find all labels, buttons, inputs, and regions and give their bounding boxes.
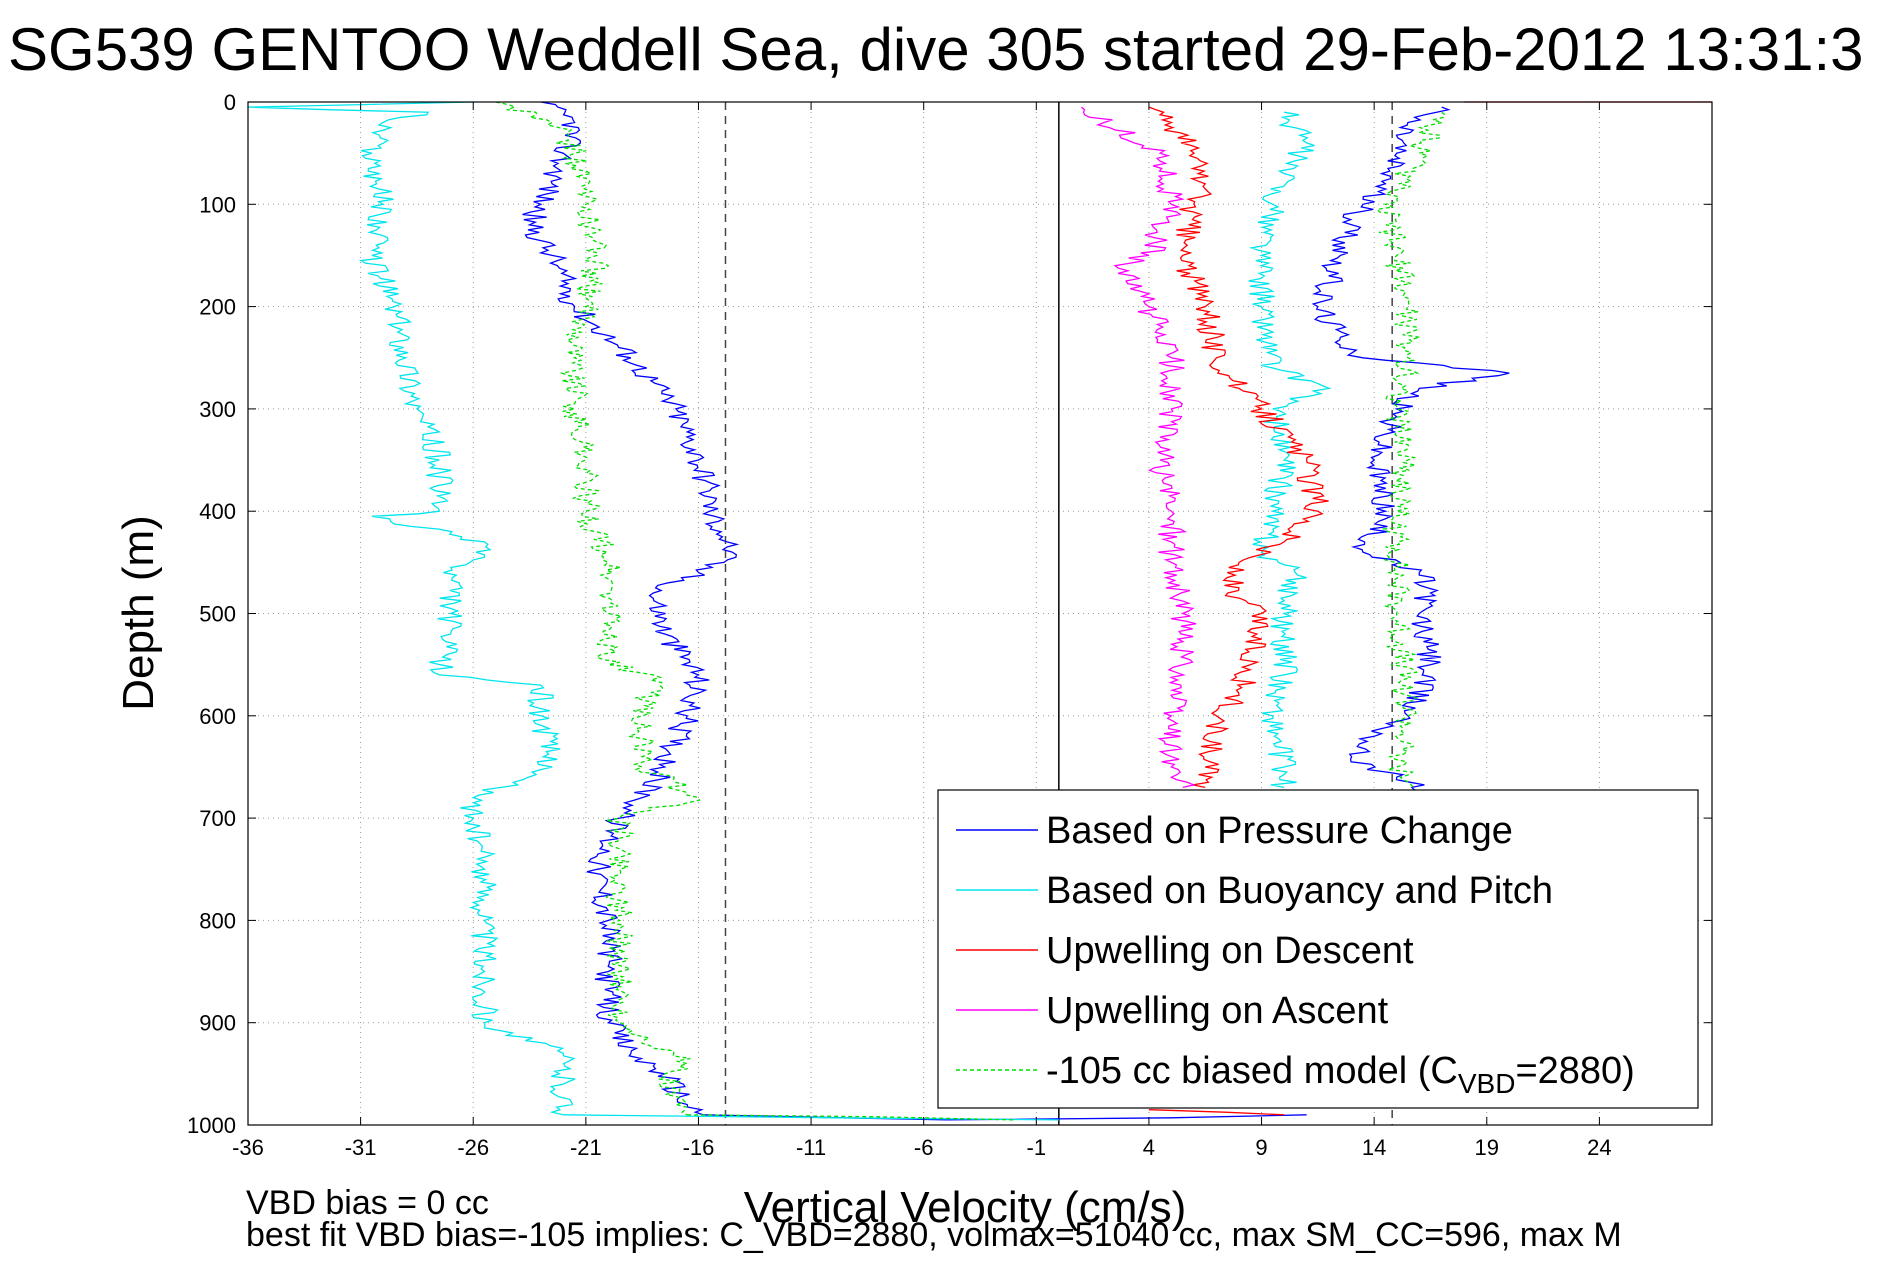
x-tick-label: -16 [683, 1135, 715, 1160]
series-line-0 [702, 1114, 1307, 1121]
series-line-1 [247, 101, 576, 1116]
y-tick-label: 200 [199, 295, 236, 320]
footer-annotation-1: VBD bias = 0 cc [246, 1184, 489, 1222]
y-tick-label: 400 [199, 499, 236, 524]
y-tick-label: 1000 [187, 1113, 236, 1138]
chart-title: SG539 GENTOO Weddell Sea, dive 305 start… [8, 16, 1864, 83]
y-tick-label: 300 [199, 397, 236, 422]
legend-box [937, 789, 1699, 1109]
y-tick-label: 0 [224, 90, 236, 115]
x-tick-label: -36 [232, 1135, 264, 1160]
series-line-2 [1148, 106, 1329, 789]
x-tick-label: 19 [1475, 1135, 1499, 1160]
x-tick-label: -31 [345, 1135, 377, 1160]
series-line-3 [1080, 106, 1197, 789]
series-line-2 [1148, 1109, 1285, 1116]
y-axis-label: Depth (m) [114, 515, 163, 711]
x-tick-label: 14 [1362, 1135, 1386, 1160]
legend-entry-label: Based on Buoyancy and Pitch [1046, 870, 1553, 912]
y-tick-label: 700 [199, 806, 236, 831]
footer-annotation-2: best fit VBD bias=-105 implies: C_VBD=28… [246, 1216, 1622, 1254]
y-tick-label: 900 [199, 1011, 236, 1036]
legend-entry-label: -105 cc biased model (CVBD=2880) [1046, 1050, 1635, 1099]
series-line-4 [495, 101, 701, 1116]
series-line-0 [522, 101, 740, 1116]
series-line-0 [1311, 106, 1510, 799]
x-axis-label: Vertical Velocity (cm/s) [744, 1183, 1187, 1232]
y-tick-label: 600 [199, 704, 236, 729]
legend-entry-label: Based on Pressure Change [1046, 810, 1513, 852]
x-tick-label: 24 [1587, 1135, 1611, 1160]
legend-entry-label: Upwelling on Descent [1046, 930, 1414, 972]
y-tick-label: 500 [199, 602, 236, 627]
x-tick-label: -11 [796, 1135, 826, 1160]
x-tick-label: -21 [570, 1135, 602, 1160]
x-tick-label: 4 [1143, 1135, 1155, 1160]
series-line-4 [687, 1114, 1014, 1121]
x-tick-label: -6 [914, 1135, 934, 1160]
legend-entry-label: Upwelling on Ascent [1046, 990, 1389, 1032]
x-tick-label: 9 [1255, 1135, 1267, 1160]
x-tick-label: -1 [1027, 1135, 1047, 1160]
x-tick-label: -26 [457, 1135, 489, 1160]
y-tick-label: 100 [199, 192, 236, 217]
series-line-4 [1375, 111, 1446, 799]
y-tick-label: 800 [199, 908, 236, 933]
series-line-1 [1248, 111, 1332, 789]
